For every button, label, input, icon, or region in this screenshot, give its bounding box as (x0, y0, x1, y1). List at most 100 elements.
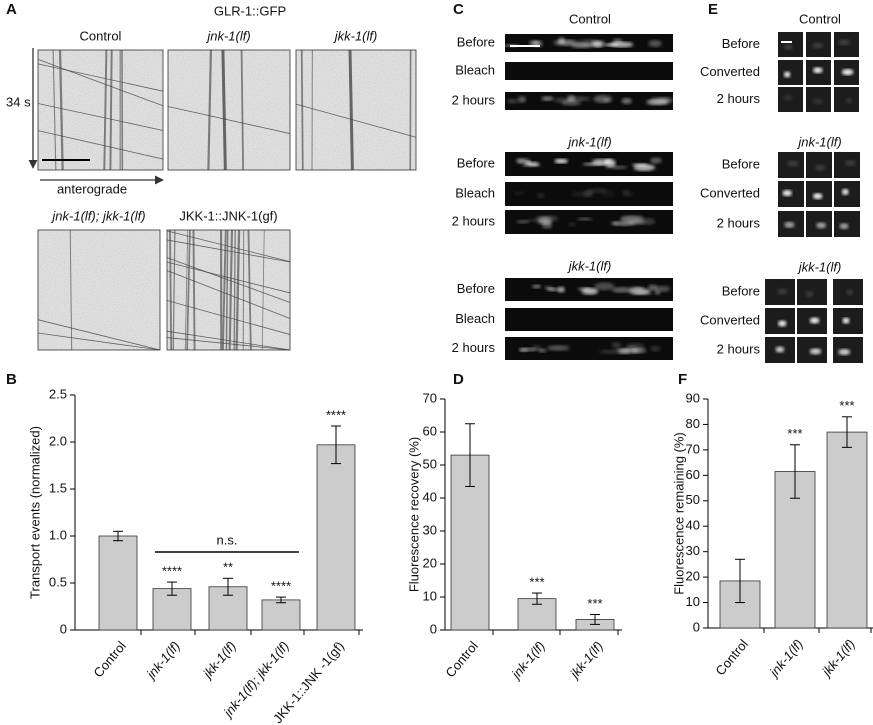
kymograph-noise (168, 50, 290, 170)
fluorescence-spot (531, 344, 543, 351)
row-label: Before (722, 283, 760, 298)
error-bar (167, 581, 177, 596)
kymo-stationary (235, 229, 241, 351)
fluorescence-spot (809, 317, 820, 324)
kymograph-frame (295, 49, 417, 171)
kymo-track (37, 319, 161, 351)
bar (826, 431, 868, 629)
fluorescence-spot (603, 98, 611, 103)
fluorescence-spot (628, 287, 650, 295)
y-tick-label: 80 (686, 416, 700, 431)
fluorescence-spot (841, 188, 849, 195)
kymo-track (166, 261, 291, 294)
kymo-stationary (261, 229, 265, 351)
fluorescence-spot (561, 99, 581, 106)
kymo-stationary (52, 49, 57, 171)
fluorescence-spot (655, 285, 671, 292)
x-tick-label: jnk-1(lf) (507, 638, 548, 682)
fluorescence-spot (532, 284, 542, 289)
panel-label: A (6, 1, 17, 18)
fluorescence-spot (775, 346, 785, 353)
fluorescence-spot (845, 160, 856, 167)
fluorescence-spot (558, 37, 566, 44)
fluorescence-spot (650, 157, 662, 164)
error-bar (113, 530, 123, 542)
kymograph-frame (37, 49, 164, 171)
row-label: Bleach (455, 185, 495, 200)
row-label: 2 hours (717, 91, 761, 106)
row-label: Bleach (455, 311, 495, 326)
error-bar (331, 425, 341, 465)
y-tick-label: 50 (423, 456, 437, 471)
kymo-stationary (225, 229, 229, 351)
fluorescence-spot (812, 98, 824, 105)
fluorescence-spot (805, 291, 814, 298)
fluorescence-spot (812, 42, 824, 49)
group-title: Control (569, 11, 611, 26)
fluorescence-spot (778, 320, 787, 327)
error-bar (465, 423, 475, 487)
fluorescence-spot (529, 40, 540, 46)
fluorescence-strip (505, 62, 673, 80)
fluorescence-spot (633, 164, 655, 171)
y-tick-label: 1.5 (49, 480, 67, 495)
error-bar (223, 577, 233, 596)
significance-label: *** (529, 574, 544, 589)
fluorescence-spot (546, 287, 559, 292)
fluorescence-spot (646, 99, 669, 105)
direction-label: anterograde (57, 181, 127, 196)
y-axis-title: Fluorescence recovery (%) (406, 437, 421, 592)
kymograph-frame (37, 229, 161, 351)
bar (98, 535, 138, 631)
y-tick-label: 0.5 (49, 574, 67, 589)
group-title: jnk-1(lf) (566, 134, 611, 149)
kymograph-label: JKK-1::JNK-1(gf) (179, 208, 277, 223)
row-label: Before (457, 281, 495, 296)
x-tick-label: jkk-1(lf) (566, 638, 606, 682)
fluorescence-spot (507, 98, 519, 104)
kymograph-label: Control (80, 28, 122, 43)
bar (316, 444, 356, 631)
fluorescence-spot (650, 346, 661, 352)
group-title: Control (799, 11, 841, 26)
kymo-stationary (221, 49, 227, 171)
fluorescence-spot (621, 97, 632, 105)
error-bar (276, 596, 286, 604)
row-label: Converted (700, 64, 760, 79)
fluorescence-spot (568, 96, 591, 102)
row-label: Before (722, 36, 760, 51)
kymo-track (166, 270, 291, 319)
kymo-stationary (207, 49, 213, 171)
fluorescence-spot (536, 193, 545, 199)
fluorescence-spot (782, 190, 792, 197)
photoconversion-image (778, 60, 803, 85)
fluorescence-spot (813, 67, 823, 74)
x-tick-label: Control (712, 636, 751, 678)
panel-label: E (708, 1, 718, 18)
significance-label: *** (839, 398, 854, 413)
y-axis-title: Transport events (normalized) (27, 426, 42, 599)
kymo-track (166, 239, 291, 263)
fluorescence-spot (813, 193, 823, 200)
y-axis-title: Fluorescence remaining (%) (671, 432, 686, 595)
kymo-stationary (242, 229, 245, 351)
fluorescence-spot (642, 217, 655, 225)
row-label: Bleach (455, 62, 495, 77)
fluorescence-spot (612, 221, 619, 226)
bracket-label: n.s. (217, 532, 238, 547)
fluorescence-strip (505, 337, 673, 360)
y-tick-label: 1.0 (49, 527, 67, 542)
x-tick-label: jnk-1(lf) (765, 636, 806, 680)
fluorescence-spot (787, 160, 799, 167)
kymo-track (37, 63, 164, 92)
photoconversion-image (778, 32, 803, 57)
kymo-stationary (169, 229, 173, 351)
y-tick-label: 2.5 (49, 386, 67, 401)
fluorescence-spot (541, 96, 554, 101)
y-tick-label: 70 (686, 441, 700, 456)
fluorescence-spot (577, 287, 591, 291)
error-bar (532, 592, 542, 605)
row-label: 2 hours (717, 215, 761, 230)
